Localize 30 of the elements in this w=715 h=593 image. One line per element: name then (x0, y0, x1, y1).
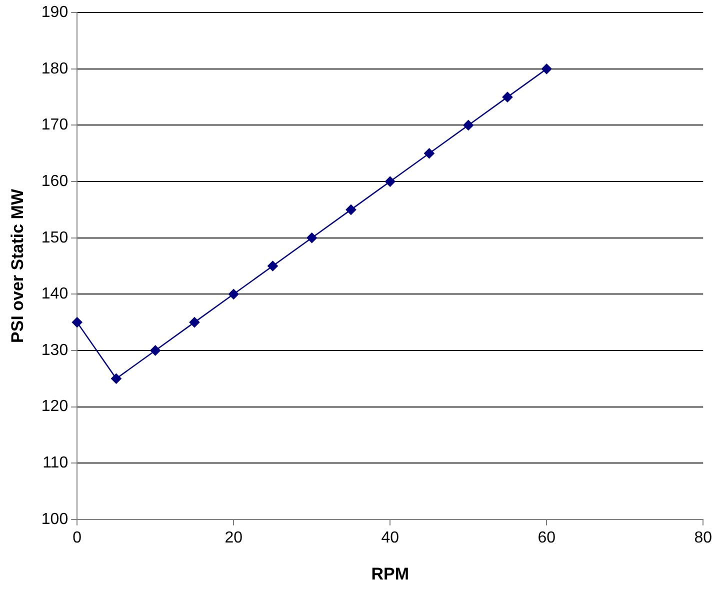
x-tick-label: 80 (694, 529, 712, 546)
y-tick-label: 170 (41, 116, 68, 134)
point (189, 317, 200, 328)
y-tick-label: 110 (42, 454, 68, 472)
point (268, 260, 278, 272)
x-tick-label: 60 (538, 529, 556, 546)
y-tick-label: 140 (41, 286, 68, 303)
point (150, 345, 160, 356)
x-tick-label: 0 (72, 529, 82, 546)
point (346, 204, 356, 215)
point (384, 176, 396, 187)
point (72, 317, 82, 328)
point (424, 148, 434, 159)
point (306, 232, 317, 243)
x-tick-label: 40 (381, 529, 400, 546)
point (502, 92, 513, 102)
point (111, 373, 122, 384)
x-axis-title: RPM (371, 564, 409, 584)
y-tick-label: 100 (41, 510, 68, 528)
y-tick-label: 150 (41, 229, 68, 246)
y-tick-label: 180 (41, 60, 68, 78)
y-tick-label: 160 (41, 172, 68, 190)
point (541, 64, 552, 74)
y-axis-title: PSI over Static MW (8, 188, 27, 343)
point (463, 120, 474, 130)
y-tick-label: 130 (41, 342, 68, 359)
y-tick-label: 120 (41, 398, 68, 416)
x-tick-label: 20 (224, 529, 243, 546)
point (228, 289, 239, 300)
y-tick-label: 190 (41, 4, 68, 22)
